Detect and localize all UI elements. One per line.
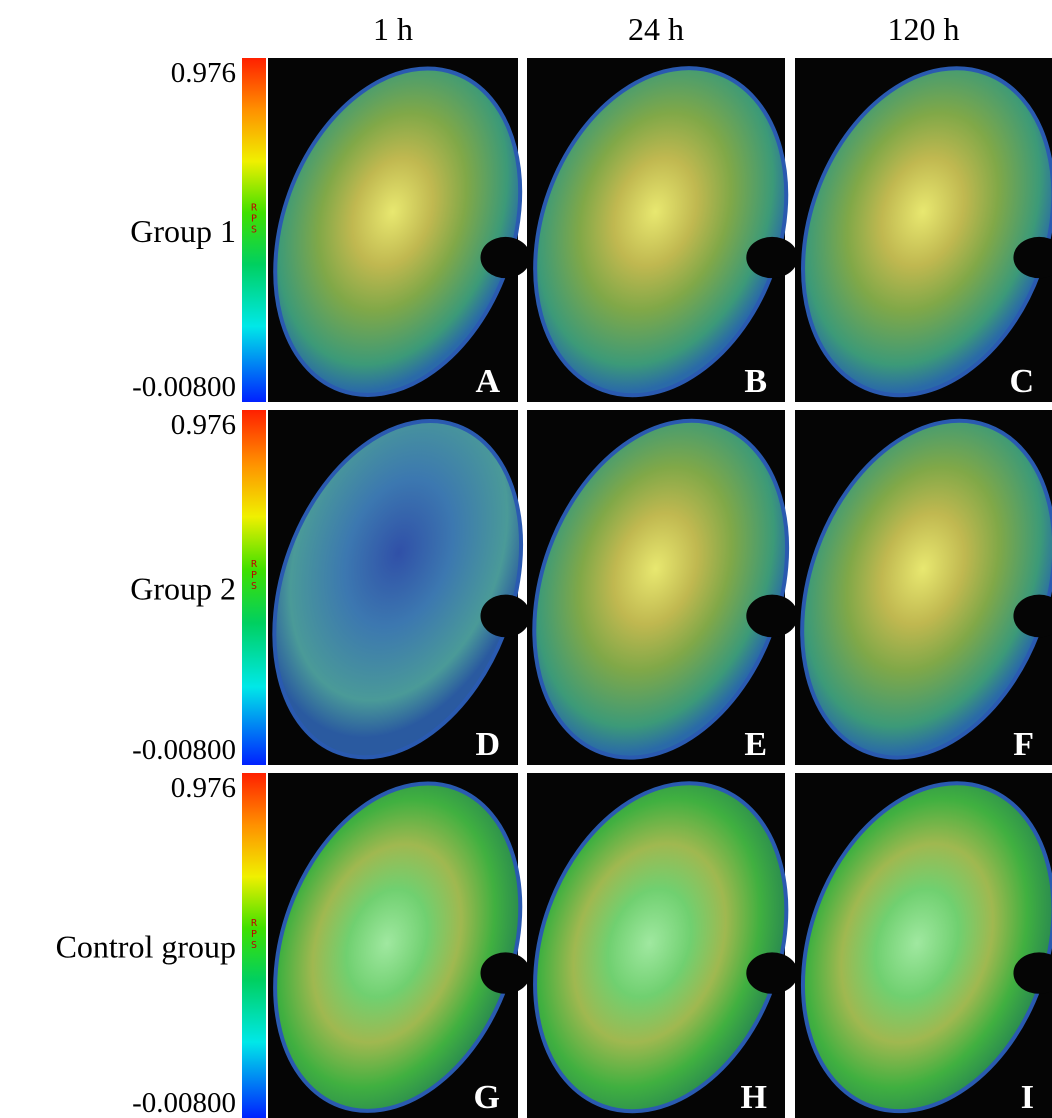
scale-max: 0.976 bbox=[171, 772, 236, 804]
figure: 1 h 24 h 120 h 0.976 -0.00800 RPS Group 1 A B C 0.… bbox=[0, 0, 1052, 1118]
row-label: Control group bbox=[56, 929, 236, 965]
scale-min: -0.00800 bbox=[132, 1087, 236, 1118]
panel-letter: C bbox=[1009, 363, 1034, 400]
kidney-hilum bbox=[746, 595, 798, 638]
image-panel: H bbox=[491, 748, 830, 1118]
image-panel: F bbox=[758, 385, 1052, 793]
panel-letter: F bbox=[1013, 726, 1034, 763]
row-label: Group 2 bbox=[130, 571, 236, 607]
scale-min: -0.00800 bbox=[132, 734, 236, 766]
image-panel: I bbox=[759, 748, 1052, 1118]
panel-letter: D bbox=[475, 726, 500, 763]
image-panel: G bbox=[232, 749, 564, 1118]
image-panel: E bbox=[490, 385, 832, 793]
scale-unit: RPS bbox=[249, 918, 260, 951]
panel-letter: E bbox=[744, 726, 767, 763]
kidney-hilum bbox=[481, 237, 531, 278]
kidney-hilum bbox=[481, 952, 531, 993]
scale-unit: RPS bbox=[249, 559, 260, 592]
scale-min: -0.00800 bbox=[132, 371, 236, 403]
column-header: 120 h bbox=[888, 11, 960, 47]
image-panel: B bbox=[492, 33, 830, 431]
column-header: 1 h bbox=[373, 11, 413, 47]
image-panel: A bbox=[232, 34, 563, 429]
row-label: Group 1 bbox=[130, 213, 236, 249]
scale-max: 0.976 bbox=[171, 409, 236, 441]
panel-letter: G bbox=[474, 1079, 500, 1116]
kidney-hilum bbox=[746, 952, 798, 993]
panel-letter: H bbox=[741, 1079, 767, 1116]
image-panel: C bbox=[759, 33, 1052, 431]
column-header: 24 h bbox=[628, 11, 684, 47]
image-panel: D bbox=[230, 386, 565, 792]
panel-letter: B bbox=[744, 363, 767, 400]
kidney-hilum bbox=[746, 237, 798, 278]
kidney-hilum bbox=[481, 595, 531, 638]
panel-letter: I bbox=[1021, 1079, 1034, 1116]
scale-max: 0.976 bbox=[171, 57, 236, 89]
scale-unit: RPS bbox=[249, 202, 260, 235]
panel-letter: A bbox=[475, 363, 500, 400]
